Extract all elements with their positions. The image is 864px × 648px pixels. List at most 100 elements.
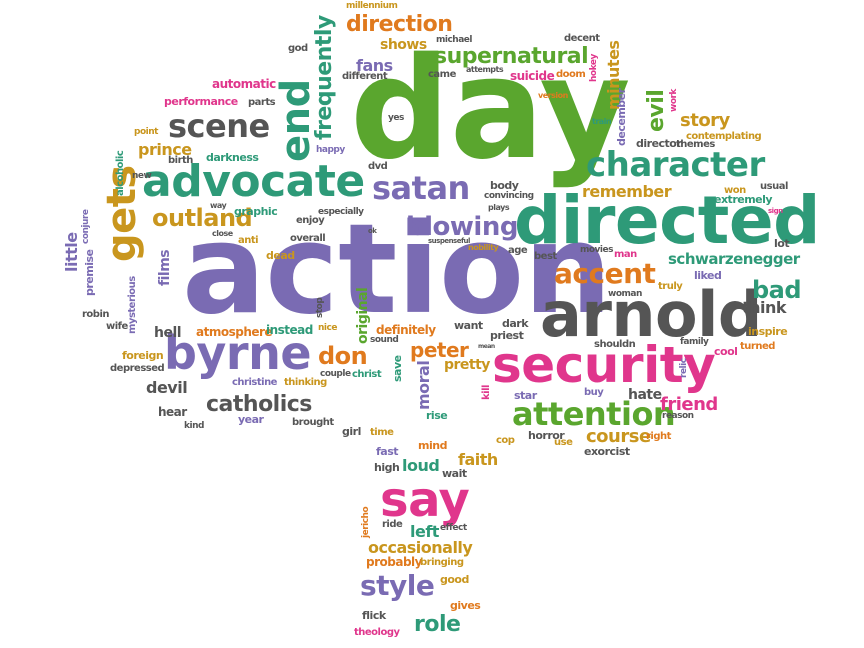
word-priest: priest (490, 329, 524, 342)
word-way: way (210, 201, 227, 210)
word-theology: theology (354, 627, 400, 638)
word-christ: christ (352, 369, 382, 380)
word-good: good (440, 573, 469, 586)
word-fast: fast (376, 445, 399, 458)
word-frequently: frequently (312, 15, 337, 140)
word-attempts: attempts (466, 65, 504, 74)
word-automatic: automatic (212, 77, 276, 91)
word-evil: evil (644, 89, 669, 132)
word-direction: direction (346, 12, 453, 37)
word-course: course (586, 426, 651, 447)
word-age: age (508, 245, 528, 256)
word-horror: horror (528, 429, 565, 442)
word-right: right (646, 431, 671, 442)
word-hell: hell (154, 325, 182, 341)
word-stop: stop (315, 297, 325, 318)
word-foreign: foreign (122, 349, 164, 362)
word-convincing: convincing (484, 191, 534, 201)
word-brought: brought (292, 417, 334, 428)
word-robin: robin (82, 309, 110, 320)
word-kill: kill (481, 385, 492, 400)
word-especially: especially (318, 207, 364, 217)
word-sign: sign (768, 207, 783, 215)
word-yes: yes (388, 113, 404, 123)
word-came: came (428, 69, 456, 80)
word-new: new (132, 171, 152, 181)
word-jericho: jericho (361, 506, 371, 538)
word-loud: loud (402, 456, 440, 475)
word-remember: remember (582, 182, 672, 201)
word-gives: gives (450, 599, 481, 612)
word-atmosphere: atmosphere (196, 325, 273, 339)
word-buy: buy (584, 387, 604, 398)
word-girl: girl (342, 425, 361, 438)
word-definitely: definitely (376, 323, 436, 337)
word-mean: mean (478, 343, 495, 350)
word-different: different (342, 71, 388, 82)
word-exorcist: exorcist (584, 445, 630, 458)
word-story: story (680, 110, 730, 131)
word-decent: decent (564, 33, 600, 44)
word-schwarzenegger: schwarzenegger (668, 250, 800, 268)
word-birth: birth (168, 155, 193, 166)
word-dark: dark (502, 317, 529, 330)
word-millennium: millennium (346, 1, 398, 11)
word-little: little (62, 232, 81, 272)
word-star: star (514, 389, 537, 402)
word-kind: kind (184, 421, 204, 431)
word-satan: satan (372, 169, 470, 207)
word-year: year (238, 413, 264, 426)
word-darkness: darkness (206, 151, 259, 164)
word-hate: hate (628, 387, 662, 403)
word-relic: relic (679, 358, 689, 378)
word-arnold: arnold (540, 278, 762, 351)
word-enjoy: enjoy (296, 215, 325, 226)
word-use: use (554, 437, 573, 448)
word-wait: wait (442, 467, 467, 480)
word-director: director (636, 137, 682, 150)
word-flick: flick (362, 609, 386, 622)
word-rise: rise (426, 409, 448, 422)
word-plays: plays (488, 203, 510, 212)
word-catholics: catholics (206, 392, 312, 417)
word-family: family (680, 337, 709, 347)
word-character: character (586, 145, 765, 185)
word-instead: instead (266, 323, 313, 337)
word-bringing: bringing (420, 557, 464, 568)
word-december: december (615, 88, 628, 146)
word-woman: woman (608, 289, 642, 299)
word-supernatural: supernatural (434, 44, 589, 69)
word-friend: friend (660, 394, 718, 415)
word-cool: cool (714, 345, 738, 358)
word-body: body (490, 179, 519, 192)
word-dvd: dvd (368, 161, 388, 172)
word-accent: accent (554, 257, 656, 290)
word-think: think (742, 298, 787, 317)
word-depressed: depressed (110, 363, 165, 374)
word-doom: doom (556, 69, 586, 80)
word-premise: premise (83, 249, 96, 297)
word-anti: anti (238, 235, 259, 246)
word-hokey: hokey (589, 54, 599, 82)
word-truly: truly (658, 281, 683, 292)
word-left: left (410, 522, 439, 541)
word-blowing: blowing (406, 212, 518, 242)
word-reason: reason (662, 411, 694, 421)
word-man: man (614, 249, 637, 260)
word-faith: faith (458, 450, 498, 469)
word-devil: devil (146, 378, 188, 397)
word-peter: peter (410, 338, 469, 362)
word-style: style (360, 569, 435, 602)
word-say: say (380, 472, 470, 528)
word-work: work (669, 89, 679, 112)
word-fans: fans (356, 56, 393, 75)
word-overall: overall (290, 233, 326, 244)
word-wife: wife (106, 321, 128, 332)
word-save: save (391, 355, 404, 382)
word-liked: liked (694, 269, 722, 282)
word-security: security (492, 336, 716, 394)
word-ok: ok (368, 227, 377, 235)
word-nice: nice (318, 323, 337, 333)
word-couple: couple (320, 369, 351, 379)
word-nobility: nobility (468, 243, 499, 252)
